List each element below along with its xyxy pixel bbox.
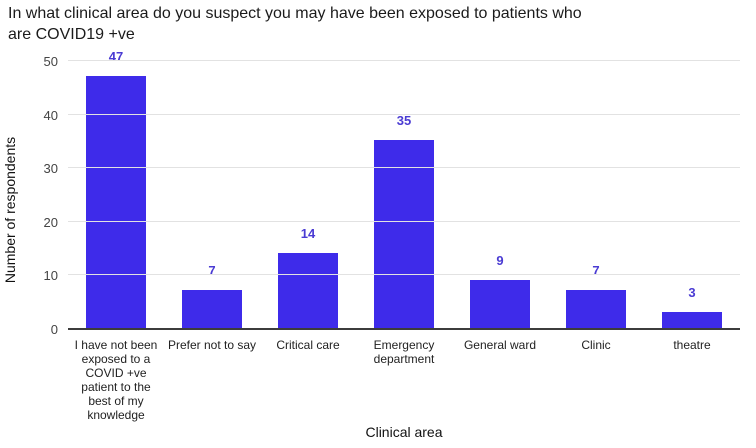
- bar-slot: 35: [356, 62, 452, 328]
- y-tick-label-10: 10: [43, 268, 58, 284]
- bar[interactable]: [86, 76, 146, 328]
- y-tick-label-50: 50: [43, 54, 58, 69]
- gridline-20: [68, 220, 740, 222]
- bar[interactable]: [374, 140, 434, 328]
- chart-title-line-2: are COVID19 +ve: [8, 26, 135, 43]
- bar-slot: 3: [644, 62, 740, 328]
- chart-title-line-1: In what clinical area do you suspect you…: [8, 5, 582, 22]
- gridline-10: [68, 274, 740, 276]
- bar-slot: 9: [452, 62, 548, 328]
- x-tick-label: Clinic: [581, 338, 611, 352]
- bar-value-label: 3: [688, 284, 696, 300]
- y-axis-ticks: 0 10 20 30 40 50: [0, 54, 58, 337]
- bar-value-label: 7: [592, 263, 600, 279]
- bar[interactable]: [662, 311, 722, 328]
- y-tick-label-0: 0: [50, 322, 58, 337]
- x-tick-label: Critical care: [276, 338, 340, 352]
- bar[interactable]: [278, 252, 338, 328]
- bar[interactable]: [566, 290, 626, 328]
- x-axis-title: Clinical area: [365, 424, 443, 440]
- bar-value-label: 9: [496, 252, 504, 268]
- gridline-40: [68, 113, 740, 115]
- x-tick-label: Prefer not to say: [167, 338, 257, 352]
- y-tick-label-30: 30: [43, 161, 58, 177]
- bars-row: 47 7 14 35 9 7 3: [68, 49, 740, 328]
- y-tick-label-20: 20: [43, 214, 58, 230]
- bar-value-label: 47: [108, 49, 124, 65]
- chart-title: In what clinical area do you suspect you…: [8, 3, 752, 45]
- bar-slot: 7: [164, 62, 260, 328]
- y-tick-label-40: 40: [43, 107, 58, 123]
- bar[interactable]: [470, 279, 530, 328]
- x-axis-labels: I have not been exposed to a COVID +ve p…: [68, 338, 740, 422]
- x-tick-label: General ward: [463, 338, 537, 352]
- gridline-30: [68, 167, 740, 169]
- bar-value-label: 35: [396, 113, 412, 129]
- bar-slot: 47: [68, 49, 164, 328]
- bar-value-label: 14: [300, 225, 316, 241]
- bar-value-label: 7: [208, 263, 216, 279]
- bar-slot: 14: [260, 62, 356, 328]
- x-tick-label: Emergency department: [373, 338, 435, 366]
- gridline-50: [68, 60, 740, 61]
- bar-slot: 7: [548, 62, 644, 328]
- x-tick-label: theatre: [673, 338, 711, 352]
- x-tick-label: I have not been exposed to a COVID +ve p…: [74, 338, 158, 422]
- plot-area: 47 7 14 35 9 7 3: [68, 49, 740, 330]
- bar[interactable]: [182, 290, 242, 328]
